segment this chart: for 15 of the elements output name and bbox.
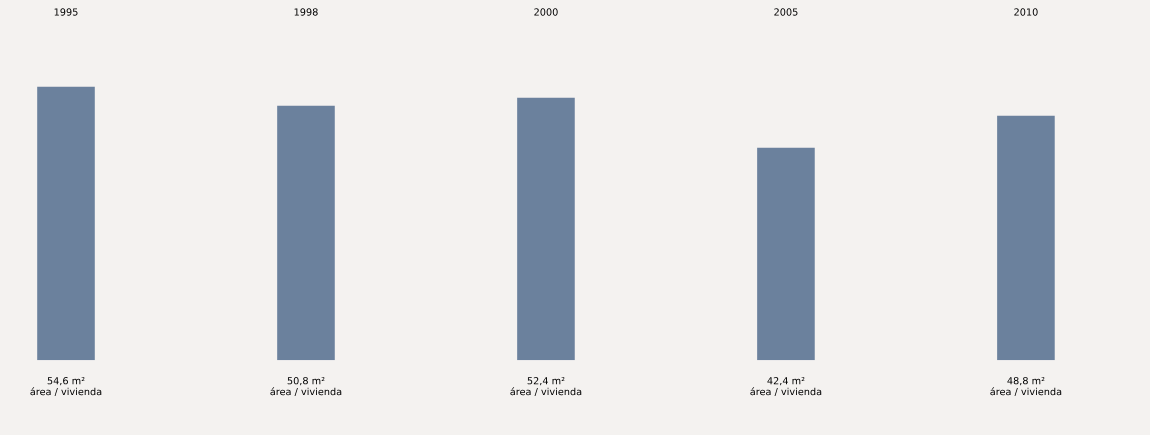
bar	[517, 97, 575, 361]
data-label: 52,4 m² área / vivienda	[510, 377, 582, 397]
data-label: 54,6 m² área / vivienda	[30, 377, 102, 397]
data-label: 48,8 m² área / vivienda	[990, 377, 1062, 397]
data-label: 50,8 m² área / vivienda	[270, 377, 342, 397]
bar	[37, 86, 95, 361]
bar	[277, 105, 335, 361]
bar	[997, 115, 1055, 361]
x-tick-label: 2000	[534, 8, 558, 16]
x-tick-label: 2010	[1014, 8, 1038, 16]
bar	[757, 147, 815, 361]
data-label: 42,4 m² área / vivienda	[750, 377, 822, 397]
x-tick-label: 1995	[54, 8, 78, 16]
x-tick-label: 1998	[294, 8, 318, 16]
x-tick-label: 2005	[774, 8, 798, 16]
